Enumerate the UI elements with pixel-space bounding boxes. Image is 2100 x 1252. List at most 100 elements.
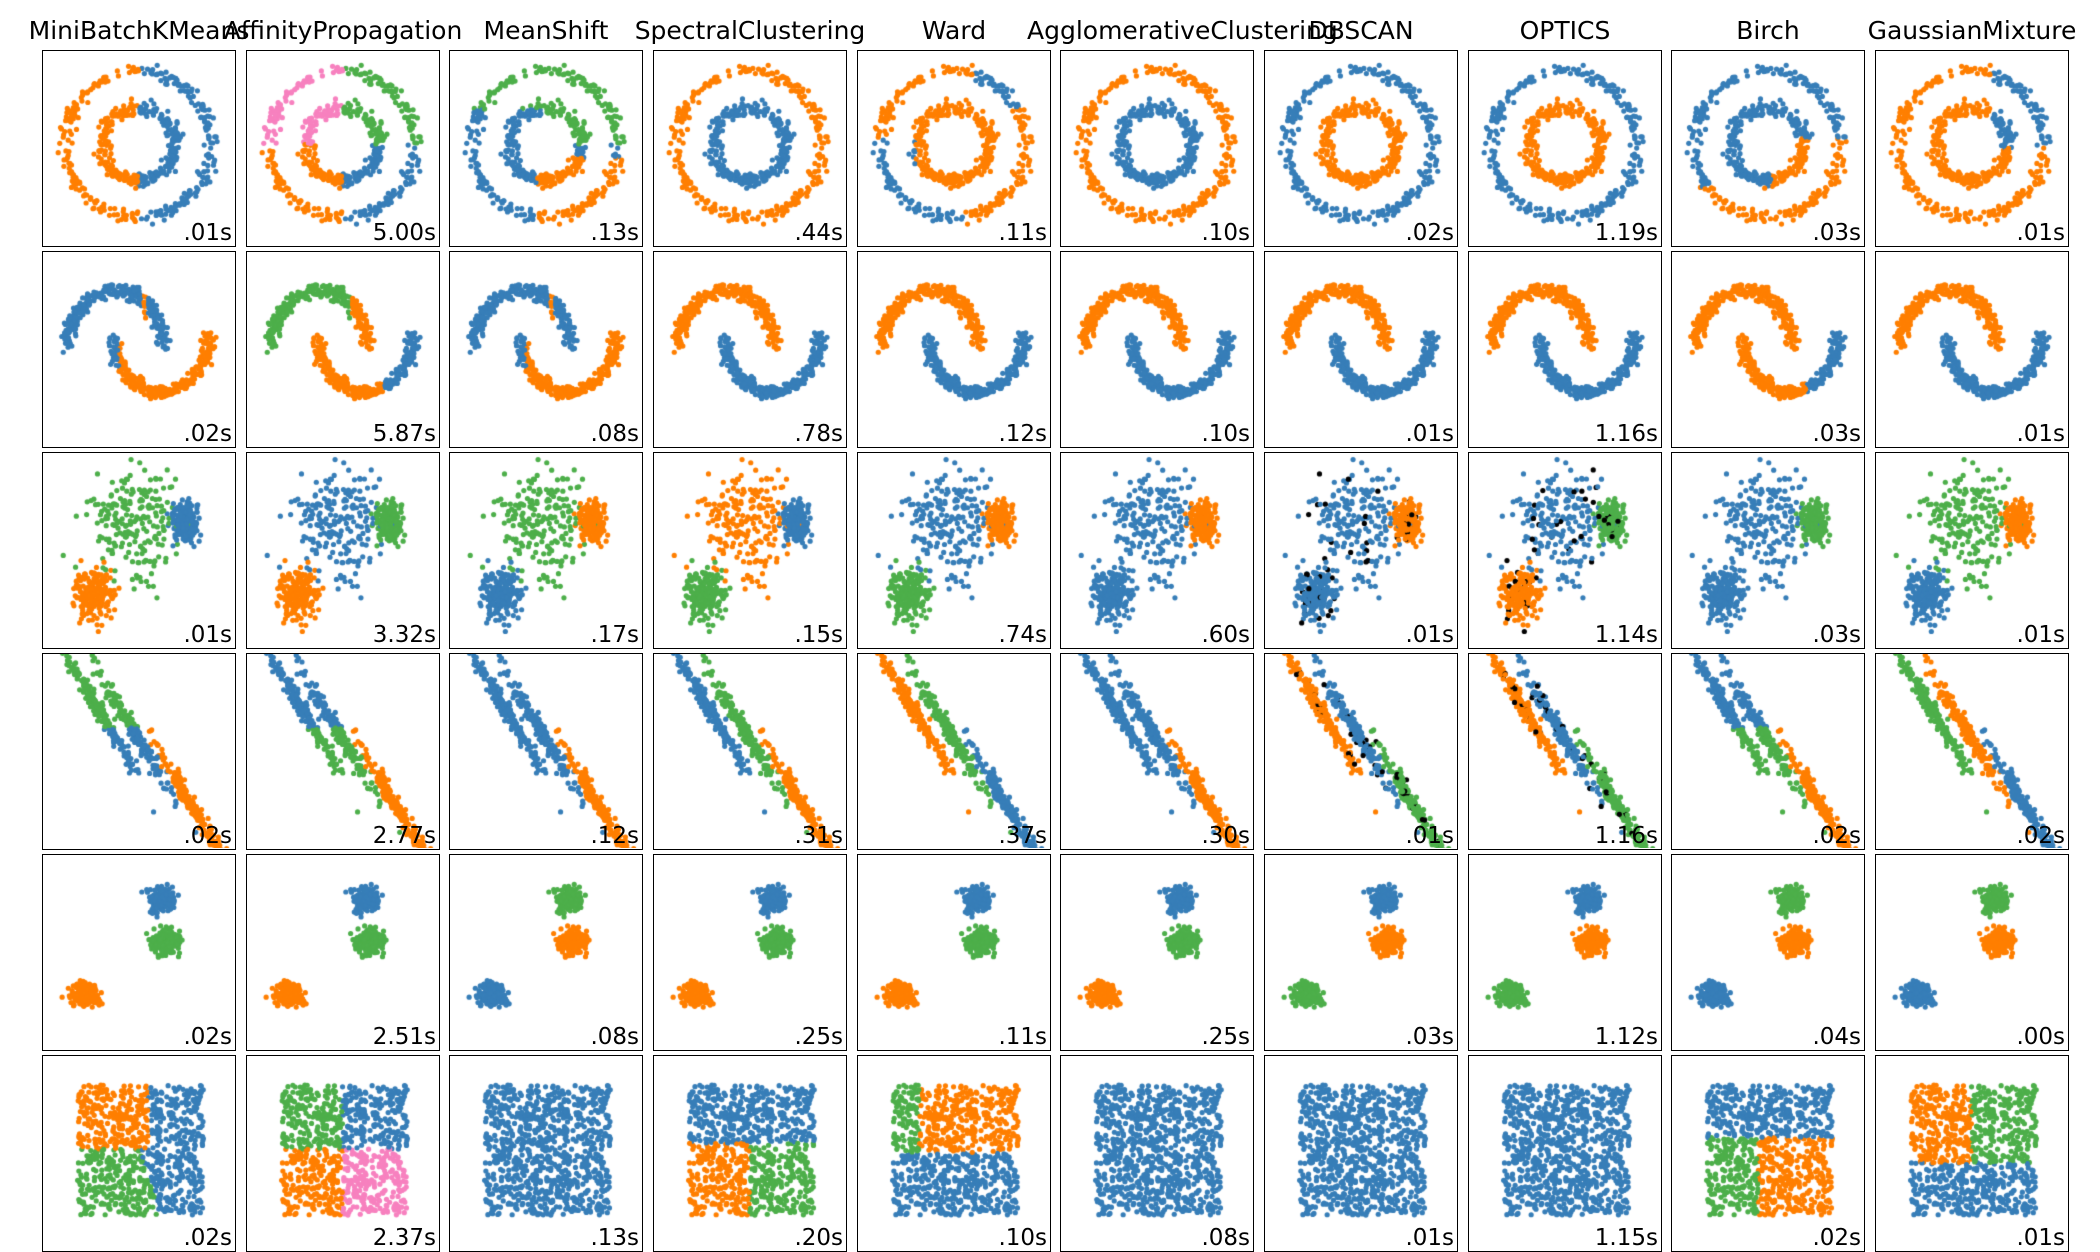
timing-label: .11s (998, 220, 1047, 246)
scatter-points (43, 252, 234, 446)
timing-label: .02s (1812, 823, 1861, 849)
timing-label: .01s (1405, 1225, 1454, 1251)
timing-label: .01s (2016, 421, 2065, 447)
scatter-points (1265, 453, 1456, 647)
timing-label: .01s (1405, 421, 1454, 447)
scatter-points (1469, 51, 1660, 245)
timing-label: .15s (794, 622, 843, 648)
scatter-points (1672, 1056, 1863, 1250)
scatter-points (43, 453, 234, 647)
scatter-points (858, 1056, 1049, 1250)
timing-label: .20s (794, 1225, 843, 1251)
scatter-points (1672, 654, 1863, 848)
scatter-points (43, 51, 234, 245)
scatter-panel-aniso-optics: 1.16s (1468, 653, 1662, 850)
scatter-panel-noisy_circles-gaussianmixture: .01s (1875, 50, 2069, 247)
timing-label: .01s (2016, 622, 2065, 648)
timing-label: .37s (998, 823, 1047, 849)
timing-label: .10s (998, 1225, 1047, 1251)
scatter-panel-noisy_moons-minibatchkmeans: .02s (42, 251, 236, 448)
scatter-panel-no_structure-optics: 1.15s (1468, 1055, 1662, 1252)
timing-label: .02s (2016, 823, 2065, 849)
timing-label: .03s (1812, 220, 1861, 246)
timing-label: .11s (998, 1024, 1047, 1050)
scatter-panel-noisy_circles-meanshift: .13s (449, 50, 643, 247)
scatter-points (1876, 51, 2067, 245)
scatter-panel-no_structure-meanshift: .13s (449, 1055, 643, 1252)
scatter-panel-no_structure-spectralclustering: .20s (653, 1055, 847, 1252)
scatter-panel-aniso-gaussianmixture: .02s (1875, 653, 2069, 850)
scatter-points (1672, 252, 1863, 446)
scatter-points (1469, 453, 1660, 647)
timing-label: .02s (1405, 220, 1454, 246)
timing-label: .78s (794, 421, 843, 447)
scatter-points (1061, 252, 1252, 446)
timing-label: .13s (590, 220, 639, 246)
column-title-ward: Ward (921, 16, 987, 45)
scatter-points (654, 453, 845, 647)
scatter-panel-varied-agglomerativeclustering: .60s (1060, 452, 1254, 649)
scatter-points (858, 51, 1049, 245)
timing-label: .01s (183, 622, 232, 648)
scatter-points (1876, 1056, 2067, 1250)
timing-label: .02s (183, 1225, 232, 1251)
scatter-points (1876, 252, 2067, 446)
scatter-panel-blobs-spectralclustering: .25s (653, 854, 847, 1051)
timing-label: .01s (1405, 823, 1454, 849)
scatter-panel-noisy_circles-agglomerativeclustering: .10s (1060, 50, 1254, 247)
scatter-panel-noisy_moons-optics: 1.16s (1468, 251, 1662, 448)
timing-label: 5.87s (372, 421, 436, 447)
scatter-points (1265, 1056, 1456, 1250)
scatter-panel-noisy_circles-birch: .03s (1671, 50, 1865, 247)
scatter-points (1876, 855, 2067, 1049)
scatter-panel-noisy_circles-minibatchkmeans: .01s (42, 50, 236, 247)
timing-label: .03s (1812, 421, 1861, 447)
scatter-points (1876, 453, 2067, 647)
scatter-points (1672, 855, 1863, 1049)
scatter-panel-varied-ward: .74s (857, 452, 1051, 649)
scatter-panel-noisy_moons-ward: .12s (857, 251, 1051, 448)
scatter-panel-no_structure-minibatchkmeans: .02s (42, 1055, 236, 1252)
scatter-points (247, 855, 438, 1049)
timing-label: .08s (590, 1024, 639, 1050)
scatter-panel-aniso-affinitypropagation: 2.77s (246, 653, 440, 850)
timing-label: 1.16s (1594, 823, 1658, 849)
timing-label: .03s (1812, 622, 1861, 648)
scatter-panel-aniso-meanshift: .12s (449, 653, 643, 850)
timing-label: .02s (1812, 1225, 1861, 1251)
column-title-minibatchkmeans: MiniBatchKMeans (28, 16, 250, 45)
scatter-panel-noisy_circles-optics: 1.19s (1468, 50, 1662, 247)
scatter-panel-noisy_moons-affinitypropagation: 5.87s (246, 251, 440, 448)
scatter-points (43, 654, 234, 848)
scatter-points (1265, 855, 1456, 1049)
scatter-panel-varied-meanshift: .17s (449, 452, 643, 649)
scatter-panel-noisy_moons-birch: .03s (1671, 251, 1865, 448)
timing-label: .08s (1201, 1225, 1250, 1251)
scatter-points (1061, 1056, 1252, 1250)
timing-label: .00s (2016, 1024, 2065, 1050)
scatter-panel-blobs-dbscan: .03s (1264, 854, 1458, 1051)
timing-label: 2.51s (372, 1024, 436, 1050)
timing-label: 1.12s (1594, 1024, 1658, 1050)
scatter-points (247, 453, 438, 647)
scatter-points (450, 51, 641, 245)
timing-label: .12s (590, 823, 639, 849)
timing-label: .01s (1405, 622, 1454, 648)
scatter-panel-blobs-ward: .11s (857, 854, 1051, 1051)
timing-label: .01s (183, 220, 232, 246)
scatter-panel-noisy_moons-agglomerativeclustering: .10s (1060, 251, 1254, 448)
scatter-panel-noisy_moons-gaussianmixture: .01s (1875, 251, 2069, 448)
timing-label: .01s (2016, 220, 2065, 246)
scatter-points (247, 252, 438, 446)
scatter-panel-blobs-minibatchkmeans: .02s (42, 854, 236, 1051)
timing-label: .10s (1201, 421, 1250, 447)
timing-label: .08s (590, 421, 639, 447)
scatter-panel-aniso-spectralclustering: .31s (653, 653, 847, 850)
scatter-panel-aniso-birch: .02s (1671, 653, 1865, 850)
scatter-panel-noisy_circles-spectralclustering: .44s (653, 50, 847, 247)
scatter-points (1469, 654, 1660, 848)
scatter-points (858, 855, 1049, 1049)
scatter-panel-blobs-optics: 1.12s (1468, 854, 1662, 1051)
scatter-panel-no_structure-affinitypropagation: 2.37s (246, 1055, 440, 1252)
timing-label: .12s (998, 421, 1047, 447)
